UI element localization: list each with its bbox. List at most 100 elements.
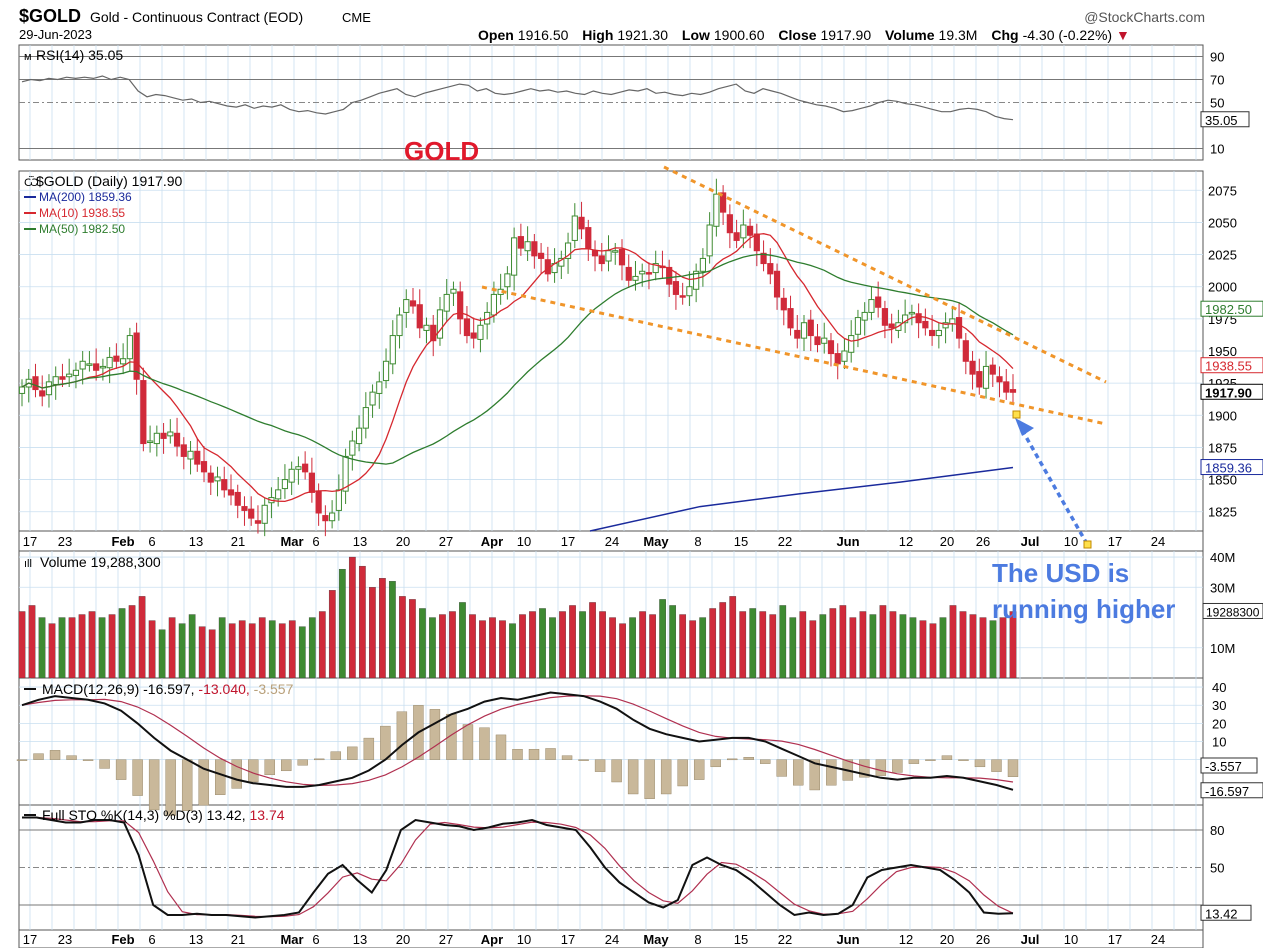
candle-body [457, 291, 464, 320]
x-tick-label: 23 [58, 534, 72, 549]
candle-body [935, 329, 942, 337]
volume-bar [178, 623, 186, 679]
macd-hist-bar [941, 755, 953, 760]
price-value-tag [1200, 383, 1263, 400]
candle-body [868, 299, 875, 313]
candle-body [915, 313, 922, 324]
candle-body [821, 337, 828, 344]
x-tick-label: 22 [778, 534, 792, 549]
macd-hist-bar [528, 749, 540, 760]
candle-body [969, 360, 976, 375]
price-value-tag-text: 1982.50 [1205, 302, 1252, 317]
x-tick-label-bottom: 17 [23, 932, 37, 947]
volume-bar [669, 605, 677, 679]
candle-body [982, 365, 990, 389]
candle-body [79, 360, 86, 370]
volume-title: Volume 19,288,300 [40, 554, 161, 570]
rsi-title: RSI(14) 35.05 [36, 47, 123, 63]
candle-body [187, 450, 194, 460]
price-tick-label: 2000 [1208, 280, 1237, 295]
macd-hist-bar [710, 759, 721, 768]
candle-body [295, 466, 302, 470]
candle-body [18, 386, 26, 394]
macd-hist-bar [677, 759, 688, 787]
x-tick-label: May [643, 534, 669, 549]
volume-bar [869, 614, 877, 679]
x-tick-label: Mar [280, 534, 303, 549]
macd-hist-bar [16, 759, 28, 761]
macd-hist-bar [396, 711, 408, 760]
volume-bar [449, 611, 456, 679]
volume-bar [18, 611, 26, 679]
volume-bar [138, 596, 146, 679]
candle-body [342, 455, 349, 492]
x-tick-label-bottom: 10 [517, 932, 531, 947]
candle-body [733, 232, 740, 241]
price-value-tag [1200, 459, 1263, 476]
x-tick-label-bottom: Mar [280, 932, 303, 947]
candle-body [227, 489, 235, 496]
marker-point [1012, 410, 1021, 419]
candle-body [908, 311, 915, 315]
candle-body [93, 363, 100, 371]
candle-body [490, 293, 498, 316]
volume-bar [969, 614, 977, 679]
ma10-line [21, 233, 1014, 503]
candle-body [558, 257, 565, 267]
price-tick-label: 2075 [1208, 183, 1237, 198]
macd-tag-text: -3.557 [1205, 759, 1242, 774]
candle-body [531, 241, 538, 257]
volume-bar [338, 568, 346, 679]
candle-body [996, 376, 1003, 383]
x-tick-label-bottom: 23 [58, 932, 72, 947]
candle-body [180, 444, 187, 457]
volume-bar [419, 608, 426, 679]
candle-body [639, 270, 646, 275]
volume-bar [729, 596, 737, 679]
volume-bar [509, 623, 516, 679]
volume-bar [108, 614, 116, 679]
volume-bar [369, 587, 376, 679]
candle-body [753, 233, 760, 252]
candle-body [760, 252, 767, 265]
volume-bar [278, 623, 286, 679]
candle-body [632, 275, 639, 281]
vol-tick-label: 10M [1210, 641, 1235, 656]
macd-hist-bar [760, 759, 771, 764]
low-value: 1900.60 [713, 27, 765, 43]
usd-annotation-line1: The USD is [992, 558, 1130, 588]
x-tick-label: 17 [23, 534, 37, 549]
macd-hist-bar [958, 759, 969, 761]
candle-body [308, 472, 315, 493]
candle-body [436, 309, 444, 339]
macd-hist-bar [809, 759, 820, 791]
usd-annotation: The USD is running higher [992, 555, 1175, 627]
volume-bar [238, 620, 246, 679]
volume-bar [28, 605, 36, 679]
candle-body [430, 324, 437, 342]
volume-bar [469, 614, 476, 679]
volume-bar [699, 617, 707, 679]
candle-body [207, 472, 214, 483]
x-tick-label-bottom: 27 [439, 932, 453, 947]
macd-hist-bar [297, 759, 308, 766]
volume-bar [769, 614, 777, 679]
x-tick-label-bottom: 8 [694, 932, 701, 947]
macd-hist-bar [908, 759, 920, 764]
macd-hist-bar [429, 709, 441, 760]
candle-body [241, 506, 248, 511]
candle-body [989, 364, 996, 375]
volume-bar [348, 556, 356, 679]
x-tick-label: Jul [1021, 534, 1040, 549]
price-title: $GOLD (Daily) 1917.90 [36, 173, 183, 189]
price-tick-label: 1875 [1208, 440, 1237, 455]
x-tick-label-bottom: May [643, 932, 669, 947]
candle-body [443, 293, 450, 312]
candle-body [254, 520, 262, 524]
macd-hist-bar [859, 759, 870, 778]
volume-bar [629, 617, 636, 679]
candle-body [645, 272, 653, 275]
macd-tag-text: -16.597 [1205, 784, 1249, 799]
candle-body [396, 314, 403, 337]
price-tick-label: 1850 [1208, 473, 1237, 488]
